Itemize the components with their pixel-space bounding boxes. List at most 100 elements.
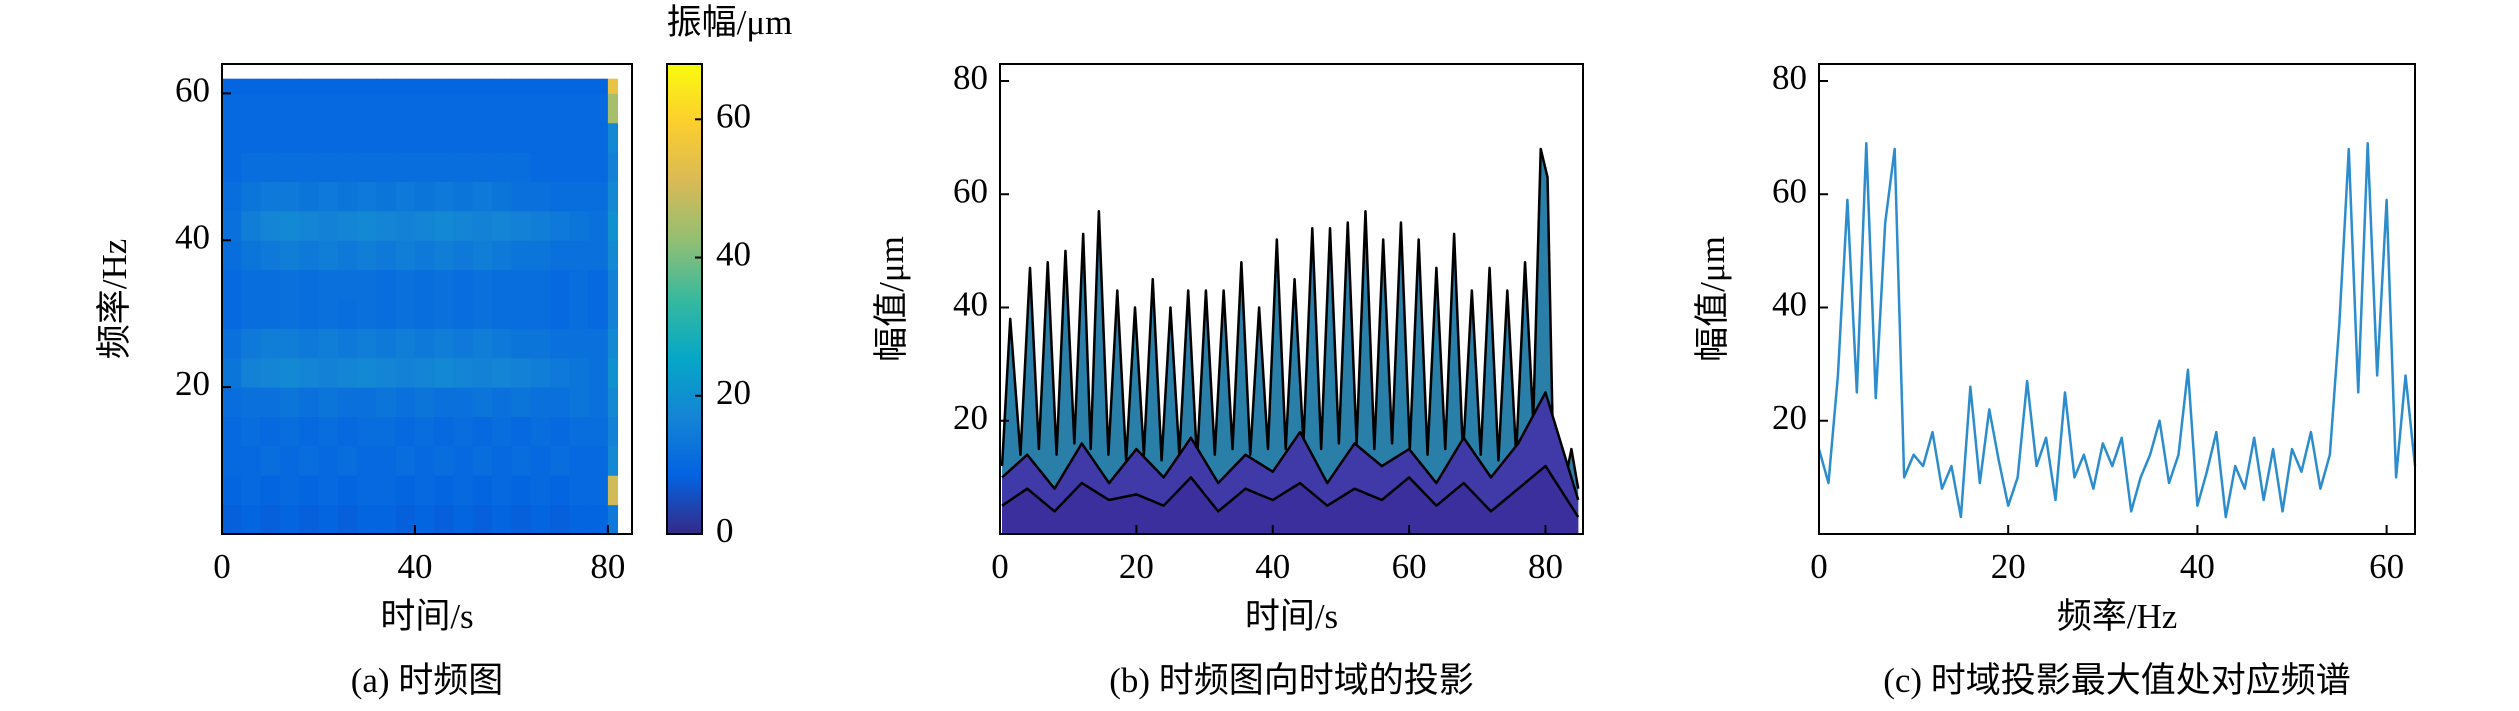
heat-cell (279, 504, 300, 535)
heat-cell (569, 181, 590, 212)
y-tick-label: 40 (953, 285, 988, 324)
heat-cell (434, 357, 455, 388)
colorbar-tick-label: 60 (716, 96, 751, 135)
heat-cell (453, 78, 474, 94)
heat-cell (472, 299, 493, 329)
heat-cell (472, 357, 493, 388)
heat-cell (279, 181, 300, 212)
heat-cell (511, 299, 532, 329)
heat-cell (453, 122, 474, 153)
heat-cell (395, 152, 416, 182)
heat-cell (550, 210, 570, 241)
heat-cell (607, 181, 619, 212)
heat-cell (472, 93, 493, 124)
heat-cell (453, 475, 474, 506)
heat-cell (318, 210, 339, 241)
heat-cell (357, 299, 377, 329)
area-fill (1002, 466, 1579, 534)
x-tick-label: 40 (2180, 547, 2215, 586)
heat-cell (569, 299, 590, 329)
heat-cell (299, 78, 319, 94)
heat-cell (511, 357, 532, 388)
heat-cell (222, 504, 242, 535)
heat-cell (607, 93, 619, 124)
heat-cell (222, 475, 242, 506)
heat-cell (279, 299, 300, 329)
heat-cell (241, 93, 262, 124)
heat-cell (337, 152, 358, 182)
colorbar-tick-label: 40 (716, 235, 751, 274)
heat-cell (511, 475, 532, 506)
heat-cell (550, 416, 570, 447)
heat-cell (395, 122, 416, 153)
heat-cell (376, 475, 397, 506)
area-edge (1001, 464, 1580, 518)
heat-cell (299, 475, 319, 506)
heat-cell (279, 475, 300, 506)
heat-cell (414, 445, 435, 476)
heat-cell (492, 357, 512, 388)
heat-cell (337, 328, 358, 359)
heat-cell (530, 122, 551, 153)
heat-cell (241, 181, 262, 212)
heat-cell (318, 269, 339, 300)
heat-cell (453, 93, 474, 124)
x-tick-label: 0 (213, 547, 231, 586)
heat-cell (222, 210, 242, 241)
panel: 0 20 40 60 振幅/μm 0 40 80 20 40 60 时间/s 频率/Hz (a) 时频图 (95, 3, 792, 700)
heat-cell (472, 210, 493, 241)
heat-cell (222, 240, 242, 271)
heat-cell (414, 181, 435, 212)
heat-cell (472, 445, 493, 476)
heat-cell (492, 328, 512, 359)
heat-cell (337, 504, 358, 535)
heat-cell (511, 328, 532, 359)
heat-cell (492, 445, 512, 476)
heat-cell (357, 416, 377, 447)
heat-cell (569, 78, 590, 94)
heat-cell (472, 387, 493, 417)
heat-cell (260, 78, 281, 94)
heat-cell (550, 504, 570, 535)
heat-cell (222, 93, 242, 124)
heat-cell (357, 93, 377, 124)
heat-cell (414, 78, 435, 94)
heat-cell (434, 475, 455, 506)
heat-cell (434, 416, 455, 447)
heat-cell (550, 475, 570, 506)
heat-cell (337, 299, 358, 329)
heat-cell (260, 416, 281, 447)
heat-cell (569, 93, 590, 124)
heat-cell (376, 328, 397, 359)
heat-cell (241, 210, 262, 241)
heat-cell (434, 445, 455, 476)
y-axis-label: 频率/Hz (95, 239, 134, 360)
heat-cell (511, 210, 532, 241)
heat-cell (492, 475, 512, 506)
heat-cell (395, 240, 416, 271)
heat-cell (607, 240, 619, 271)
heat-cell (530, 445, 551, 476)
heat-cell (492, 504, 512, 535)
heat-cell (222, 299, 242, 329)
heat-cell (260, 299, 281, 329)
y-tick-label: 40 (175, 217, 210, 256)
heat-cell (299, 299, 319, 329)
heat-cell (260, 240, 281, 271)
heat-cell (472, 328, 493, 359)
heat-cell (434, 122, 455, 153)
heat-cell (299, 269, 319, 300)
heat-cell (607, 445, 619, 476)
heat-cell (453, 299, 474, 329)
heat-cell (453, 181, 474, 212)
heat-cell (222, 122, 242, 153)
heat-cell (279, 210, 300, 241)
heat-cell (530, 152, 551, 182)
heat-cell (492, 299, 512, 329)
heat-cell (357, 328, 377, 359)
heat-cell (492, 387, 512, 417)
heat-cell (511, 93, 532, 124)
heat-cell (299, 93, 319, 124)
heat-cell (472, 475, 493, 506)
